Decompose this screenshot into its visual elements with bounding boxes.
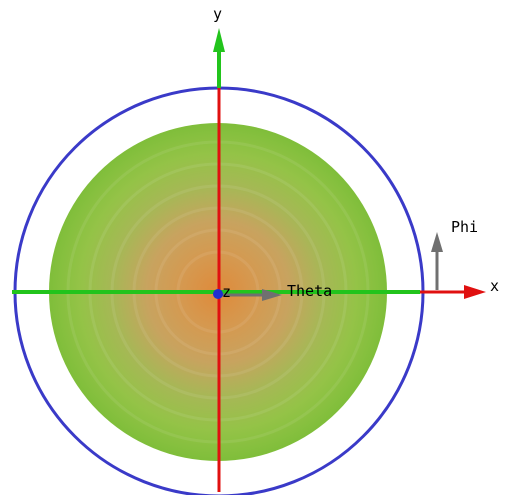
x-axis-arrowhead (464, 285, 486, 299)
theta-label: Theta (287, 282, 332, 300)
phi-arrowhead (431, 232, 443, 252)
phi-label: Phi (451, 218, 478, 236)
y-axis-label: y (213, 5, 222, 23)
x-axis-label: x (490, 277, 499, 295)
z-axis-origin (213, 289, 223, 299)
theta-arrowhead (262, 289, 282, 301)
y-axis-arrowhead (213, 28, 225, 52)
z-axis-label: z (222, 283, 231, 301)
